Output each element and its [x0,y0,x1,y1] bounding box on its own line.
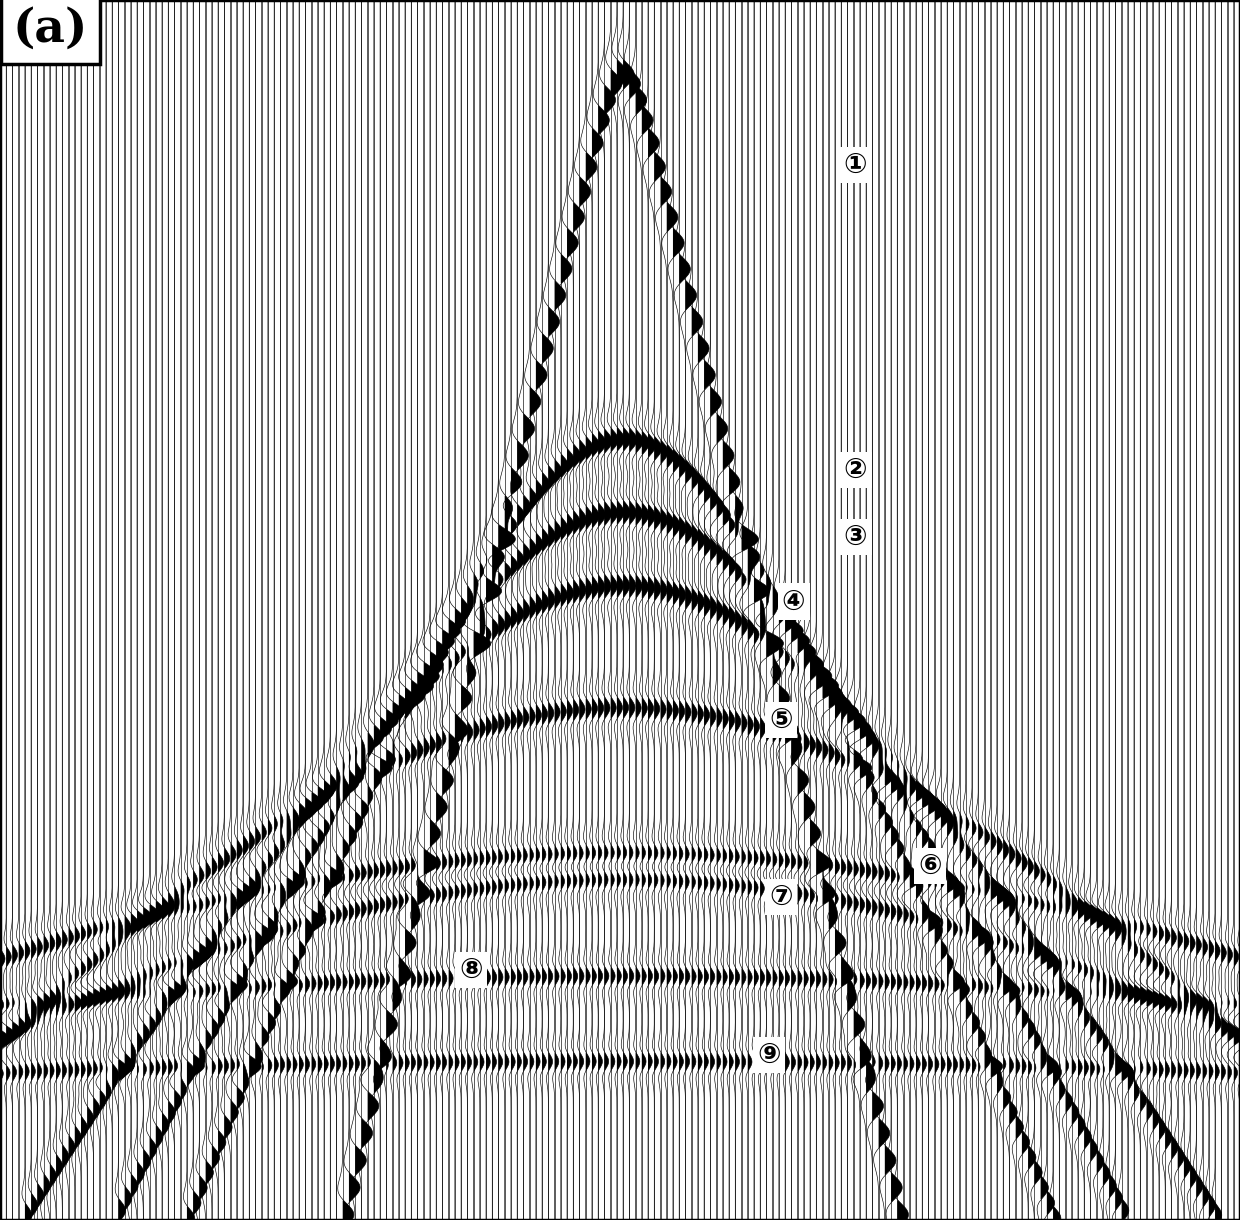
Text: ④: ④ [782,588,805,615]
Text: ③: ③ [844,523,867,550]
Text: ②: ② [844,456,867,483]
Text: ⑧: ⑧ [460,956,482,983]
Text: ①: ① [844,151,867,178]
Text: ⑤: ⑤ [770,706,792,733]
Text: ⑦: ⑦ [770,883,792,910]
Text: ⑥: ⑥ [919,853,941,880]
Text: (a): (a) [12,6,88,52]
Text: ⑨: ⑨ [758,1042,780,1069]
